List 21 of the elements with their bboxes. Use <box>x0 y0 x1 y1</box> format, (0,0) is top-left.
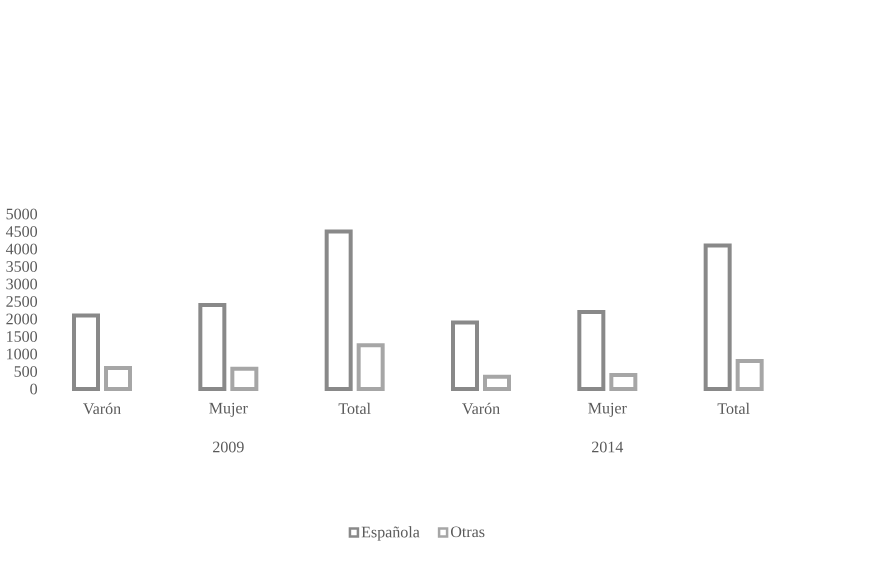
y-tick-label: 0 <box>30 384 38 394</box>
x-tick-label: Mujer <box>588 402 627 417</box>
y-tick-label: 1500 <box>7 331 38 342</box>
text: 2009 <box>213 442 244 452</box>
x-tick-label: Total <box>718 402 750 414</box>
x-tick-label: Mujer <box>209 402 248 417</box>
legend-label: Española <box>362 526 420 541</box>
x-tick-label: Total <box>338 402 371 414</box>
y-tick-label: 4000 <box>6 244 38 254</box>
y-tick-label: 3000 <box>6 278 38 290</box>
text: 2014 <box>592 442 624 452</box>
legend-label: Otras <box>450 526 484 538</box>
y-tick-label: 4500 <box>6 226 38 237</box>
y-tick-label: 2000 <box>6 314 38 324</box>
x-tick-label: Varón <box>83 402 121 414</box>
y-tick-label: 500 <box>14 366 38 377</box>
y-tick-label: 2500 <box>6 296 38 307</box>
y-tick-label: 5000 <box>6 208 38 220</box>
y-tick-label: 3500 <box>6 261 38 272</box>
y-tick-label: 1000 <box>7 348 38 360</box>
x-tick-label: Varón <box>462 402 500 414</box>
